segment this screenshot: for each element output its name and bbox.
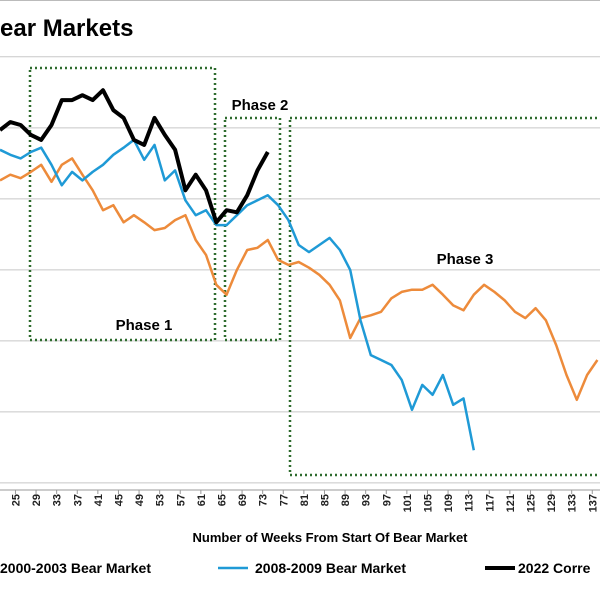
x-tick-label: 41 bbox=[93, 494, 105, 506]
x-tick-label: 61 bbox=[196, 494, 208, 506]
x-tick-label: 97 bbox=[381, 494, 393, 506]
chart-title: ear Markets bbox=[0, 15, 133, 42]
x-axis-title: Number of Weeks From Start Of Bear Marke… bbox=[193, 530, 469, 545]
series-lines bbox=[0, 88, 599, 451]
x-tick-label: 137 bbox=[587, 494, 599, 512]
legend-label: 2008-2009 Bear Market bbox=[255, 560, 406, 576]
legend-label: 2022 Corre bbox=[518, 560, 591, 576]
x-tick-label: 65 bbox=[216, 494, 228, 506]
phase-box bbox=[223, 116, 282, 342]
annotation: Phase 2 bbox=[232, 97, 289, 114]
series-line bbox=[0, 138, 476, 451]
x-tick-label: 85 bbox=[319, 494, 331, 506]
x-tick-label: 29 bbox=[31, 494, 43, 506]
x-tick-label: 101 bbox=[402, 494, 414, 512]
x-tick-label: 125 bbox=[525, 494, 537, 512]
x-tick-label: 109 bbox=[443, 494, 455, 512]
x-tick-label: 45 bbox=[113, 494, 125, 506]
x-tick-label: 49 bbox=[134, 494, 146, 506]
x-tick-label: 117 bbox=[484, 494, 496, 512]
x-tick-label: 93 bbox=[361, 494, 373, 506]
legend-label: 2000-2003 Bear Market bbox=[0, 560, 151, 576]
annotation: Phase 3 bbox=[437, 251, 494, 268]
x-tick-label: 53 bbox=[155, 494, 167, 506]
x-tick-label: 121 bbox=[505, 494, 517, 512]
x-tick-label: 73 bbox=[258, 494, 270, 506]
x-tick-label: 133 bbox=[567, 494, 579, 512]
phase-box bbox=[288, 116, 600, 477]
annotation: Phase 1 bbox=[116, 317, 173, 334]
x-tick-label: 129 bbox=[546, 494, 558, 512]
grid bbox=[0, 56, 600, 484]
phase-box bbox=[28, 66, 217, 342]
legend: 2000-2003 Bear Market 2008-2009 Bear Mark… bbox=[0, 560, 591, 576]
x-tick-label: 33 bbox=[52, 494, 64, 506]
x-tick-label: 89 bbox=[340, 494, 352, 506]
x-tick-label: 37 bbox=[72, 494, 84, 506]
series-line bbox=[0, 88, 270, 225]
x-tick-label: 57 bbox=[175, 494, 187, 506]
x-tick-label: 25 bbox=[10, 494, 22, 506]
x-tick-label: 113 bbox=[464, 494, 476, 512]
series-line bbox=[0, 157, 599, 402]
x-tick-label: 69 bbox=[237, 494, 249, 506]
x-tick-label: 81 bbox=[299, 494, 311, 506]
x-tick-label: 105 bbox=[422, 494, 434, 512]
phase-boxes bbox=[28, 66, 600, 477]
x-tick-label: 77 bbox=[278, 494, 290, 506]
